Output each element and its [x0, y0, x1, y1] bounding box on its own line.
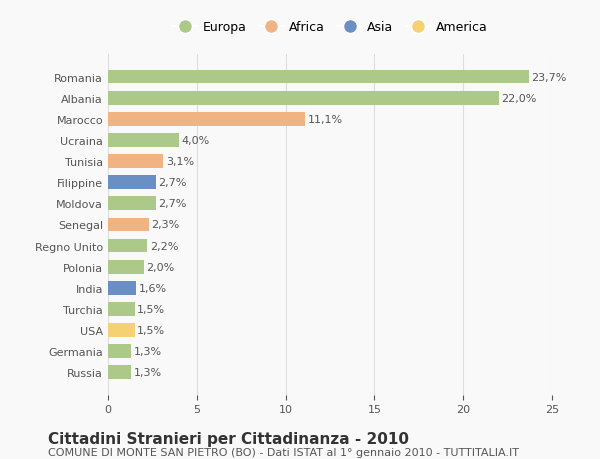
Bar — [108, 197, 156, 211]
Bar — [108, 218, 149, 232]
Bar — [108, 155, 163, 168]
Text: 2,7%: 2,7% — [158, 199, 187, 209]
Text: 2,7%: 2,7% — [158, 178, 187, 188]
Text: 2,0%: 2,0% — [146, 262, 175, 272]
Bar — [108, 302, 134, 316]
Bar — [108, 345, 131, 358]
Text: COMUNE DI MONTE SAN PIETRO (BO) - Dati ISTAT al 1° gennaio 2010 - TUTTITALIA.IT: COMUNE DI MONTE SAN PIETRO (BO) - Dati I… — [48, 448, 519, 458]
Bar — [108, 239, 147, 253]
Bar — [108, 112, 305, 126]
Text: 1,5%: 1,5% — [137, 325, 166, 335]
Text: 2,2%: 2,2% — [150, 241, 178, 251]
Legend: Europa, Africa, Asia, America: Europa, Africa, Asia, America — [169, 17, 491, 38]
Text: 2,3%: 2,3% — [152, 220, 180, 230]
Text: 4,0%: 4,0% — [182, 135, 210, 146]
Text: 3,1%: 3,1% — [166, 157, 194, 167]
Text: 11,1%: 11,1% — [308, 115, 343, 124]
Text: 1,6%: 1,6% — [139, 283, 167, 293]
Bar — [108, 134, 179, 147]
Text: 1,3%: 1,3% — [134, 368, 162, 377]
Bar — [108, 71, 529, 84]
Bar — [108, 281, 136, 295]
Bar — [108, 176, 156, 190]
Bar — [108, 324, 134, 337]
Bar — [108, 260, 143, 274]
Text: 22,0%: 22,0% — [502, 94, 537, 103]
Text: 1,5%: 1,5% — [137, 304, 166, 314]
Text: Cittadini Stranieri per Cittadinanza - 2010: Cittadini Stranieri per Cittadinanza - 2… — [48, 431, 409, 447]
Text: 23,7%: 23,7% — [532, 73, 567, 82]
Bar — [108, 366, 131, 379]
Text: 1,3%: 1,3% — [134, 347, 162, 356]
Bar — [108, 92, 499, 105]
